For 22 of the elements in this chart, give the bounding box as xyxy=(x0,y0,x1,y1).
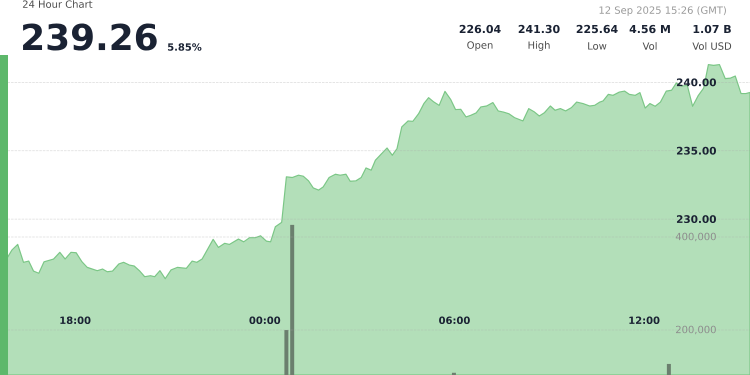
text: Vol USD xyxy=(692,42,732,50)
y-tick-label: 235.00 xyxy=(676,146,716,155)
x-tick-label: 12:00 xyxy=(629,316,660,324)
text: Vol xyxy=(642,42,657,50)
y2-tick-label: 200,000 xyxy=(676,326,716,334)
text: 5.85% xyxy=(168,43,202,51)
text: 226.04 xyxy=(460,24,501,34)
text: 241.30 xyxy=(518,24,560,34)
chart-subtitle: 12 Sep 2025 15:26 (GMT) xyxy=(600,6,726,16)
x-tick-label: 06:00 xyxy=(439,316,470,324)
x-tick-label: 00:00 xyxy=(249,316,280,324)
text: 239.26 xyxy=(23,23,157,51)
y2-tick-label: 400,000 xyxy=(676,232,716,242)
x-tick-label: 18:00 xyxy=(60,316,91,324)
text: Open xyxy=(467,41,492,51)
text: 225.64 xyxy=(576,24,618,34)
y-tick-label: 230.00 xyxy=(676,215,716,224)
text: 4.56 M xyxy=(630,24,670,34)
text: Low xyxy=(588,42,606,50)
text: High xyxy=(528,41,550,51)
chart-title: 24 Hour Chart xyxy=(22,0,92,8)
text: 1.07 B xyxy=(694,24,731,34)
